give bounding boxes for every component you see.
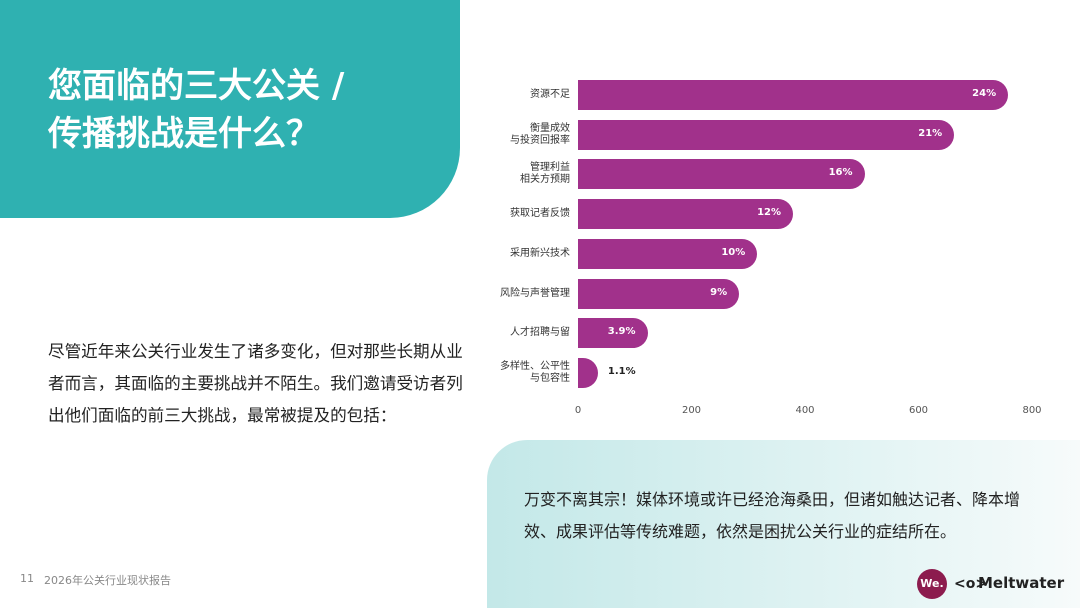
- callout-text: 万变不离其宗！媒体环境或许已经沧海桑田，但诸如触达记者、降本增效、成果评估等传统…: [524, 490, 1021, 541]
- category-label: 管理利益 相关方预期: [520, 162, 570, 186]
- value-label: 16%: [828, 167, 853, 179]
- brand-logo: Meltwater: [978, 574, 1065, 592]
- x-tick-label: 400: [795, 405, 815, 416]
- value-label: 3.9%: [607, 326, 636, 338]
- bar: [578, 238, 758, 269]
- bar: [578, 80, 1009, 110]
- value-label: 9%: [710, 286, 728, 298]
- x-tick-label: 600: [908, 405, 929, 416]
- category-label: 衡量成效 与投资回报率: [510, 122, 570, 146]
- bar: [578, 278, 740, 309]
- value-label: 10%: [721, 246, 746, 258]
- report-name: 2026年公关行业现状报告: [44, 574, 171, 587]
- header-panel: [0, 0, 460, 218]
- page-number: 11: [20, 572, 34, 585]
- brand-icon: <o>: [954, 576, 988, 592]
- x-tick-label: 800: [1022, 405, 1042, 416]
- x-tick-label: 200: [681, 405, 702, 416]
- bar: [578, 318, 648, 349]
- value-label: 1.1%: [607, 365, 636, 377]
- category-label: 获取记者反馈: [510, 208, 570, 220]
- value-label: 12%: [757, 207, 782, 219]
- bar: [578, 119, 955, 150]
- callout-box: [487, 440, 1080, 608]
- category-label: 风险与声誉管理: [500, 287, 570, 299]
- body-text: 尽管近年来公关行业发生了诸多变化，但对那些长期从业者而言，其面临的主要挑战并不陌…: [48, 342, 463, 425]
- value-label: 21%: [918, 127, 943, 139]
- category-label: 多样性、公平性 与包容性: [500, 360, 570, 384]
- chart: 资源不足 24% 衡量成效 与投资回报率 21% 管理利益 相关方预期 16% 获取记者反馈…: [500, 80, 1042, 416]
- bar: [578, 199, 794, 230]
- title: 您面临的三大公关 / 传播挑战是什么？: [48, 66, 345, 154]
- badge-logo: We.: [917, 569, 947, 599]
- bar: [578, 159, 865, 190]
- category-label: 采用新兴技术: [510, 247, 570, 259]
- x-tick-label: 0: [574, 405, 582, 416]
- bar: [578, 357, 598, 388]
- value-label: 24%: [972, 88, 997, 99]
- category-label: 人才招聘与留: [510, 327, 570, 339]
- category-label: 资源不足: [530, 89, 570, 100]
